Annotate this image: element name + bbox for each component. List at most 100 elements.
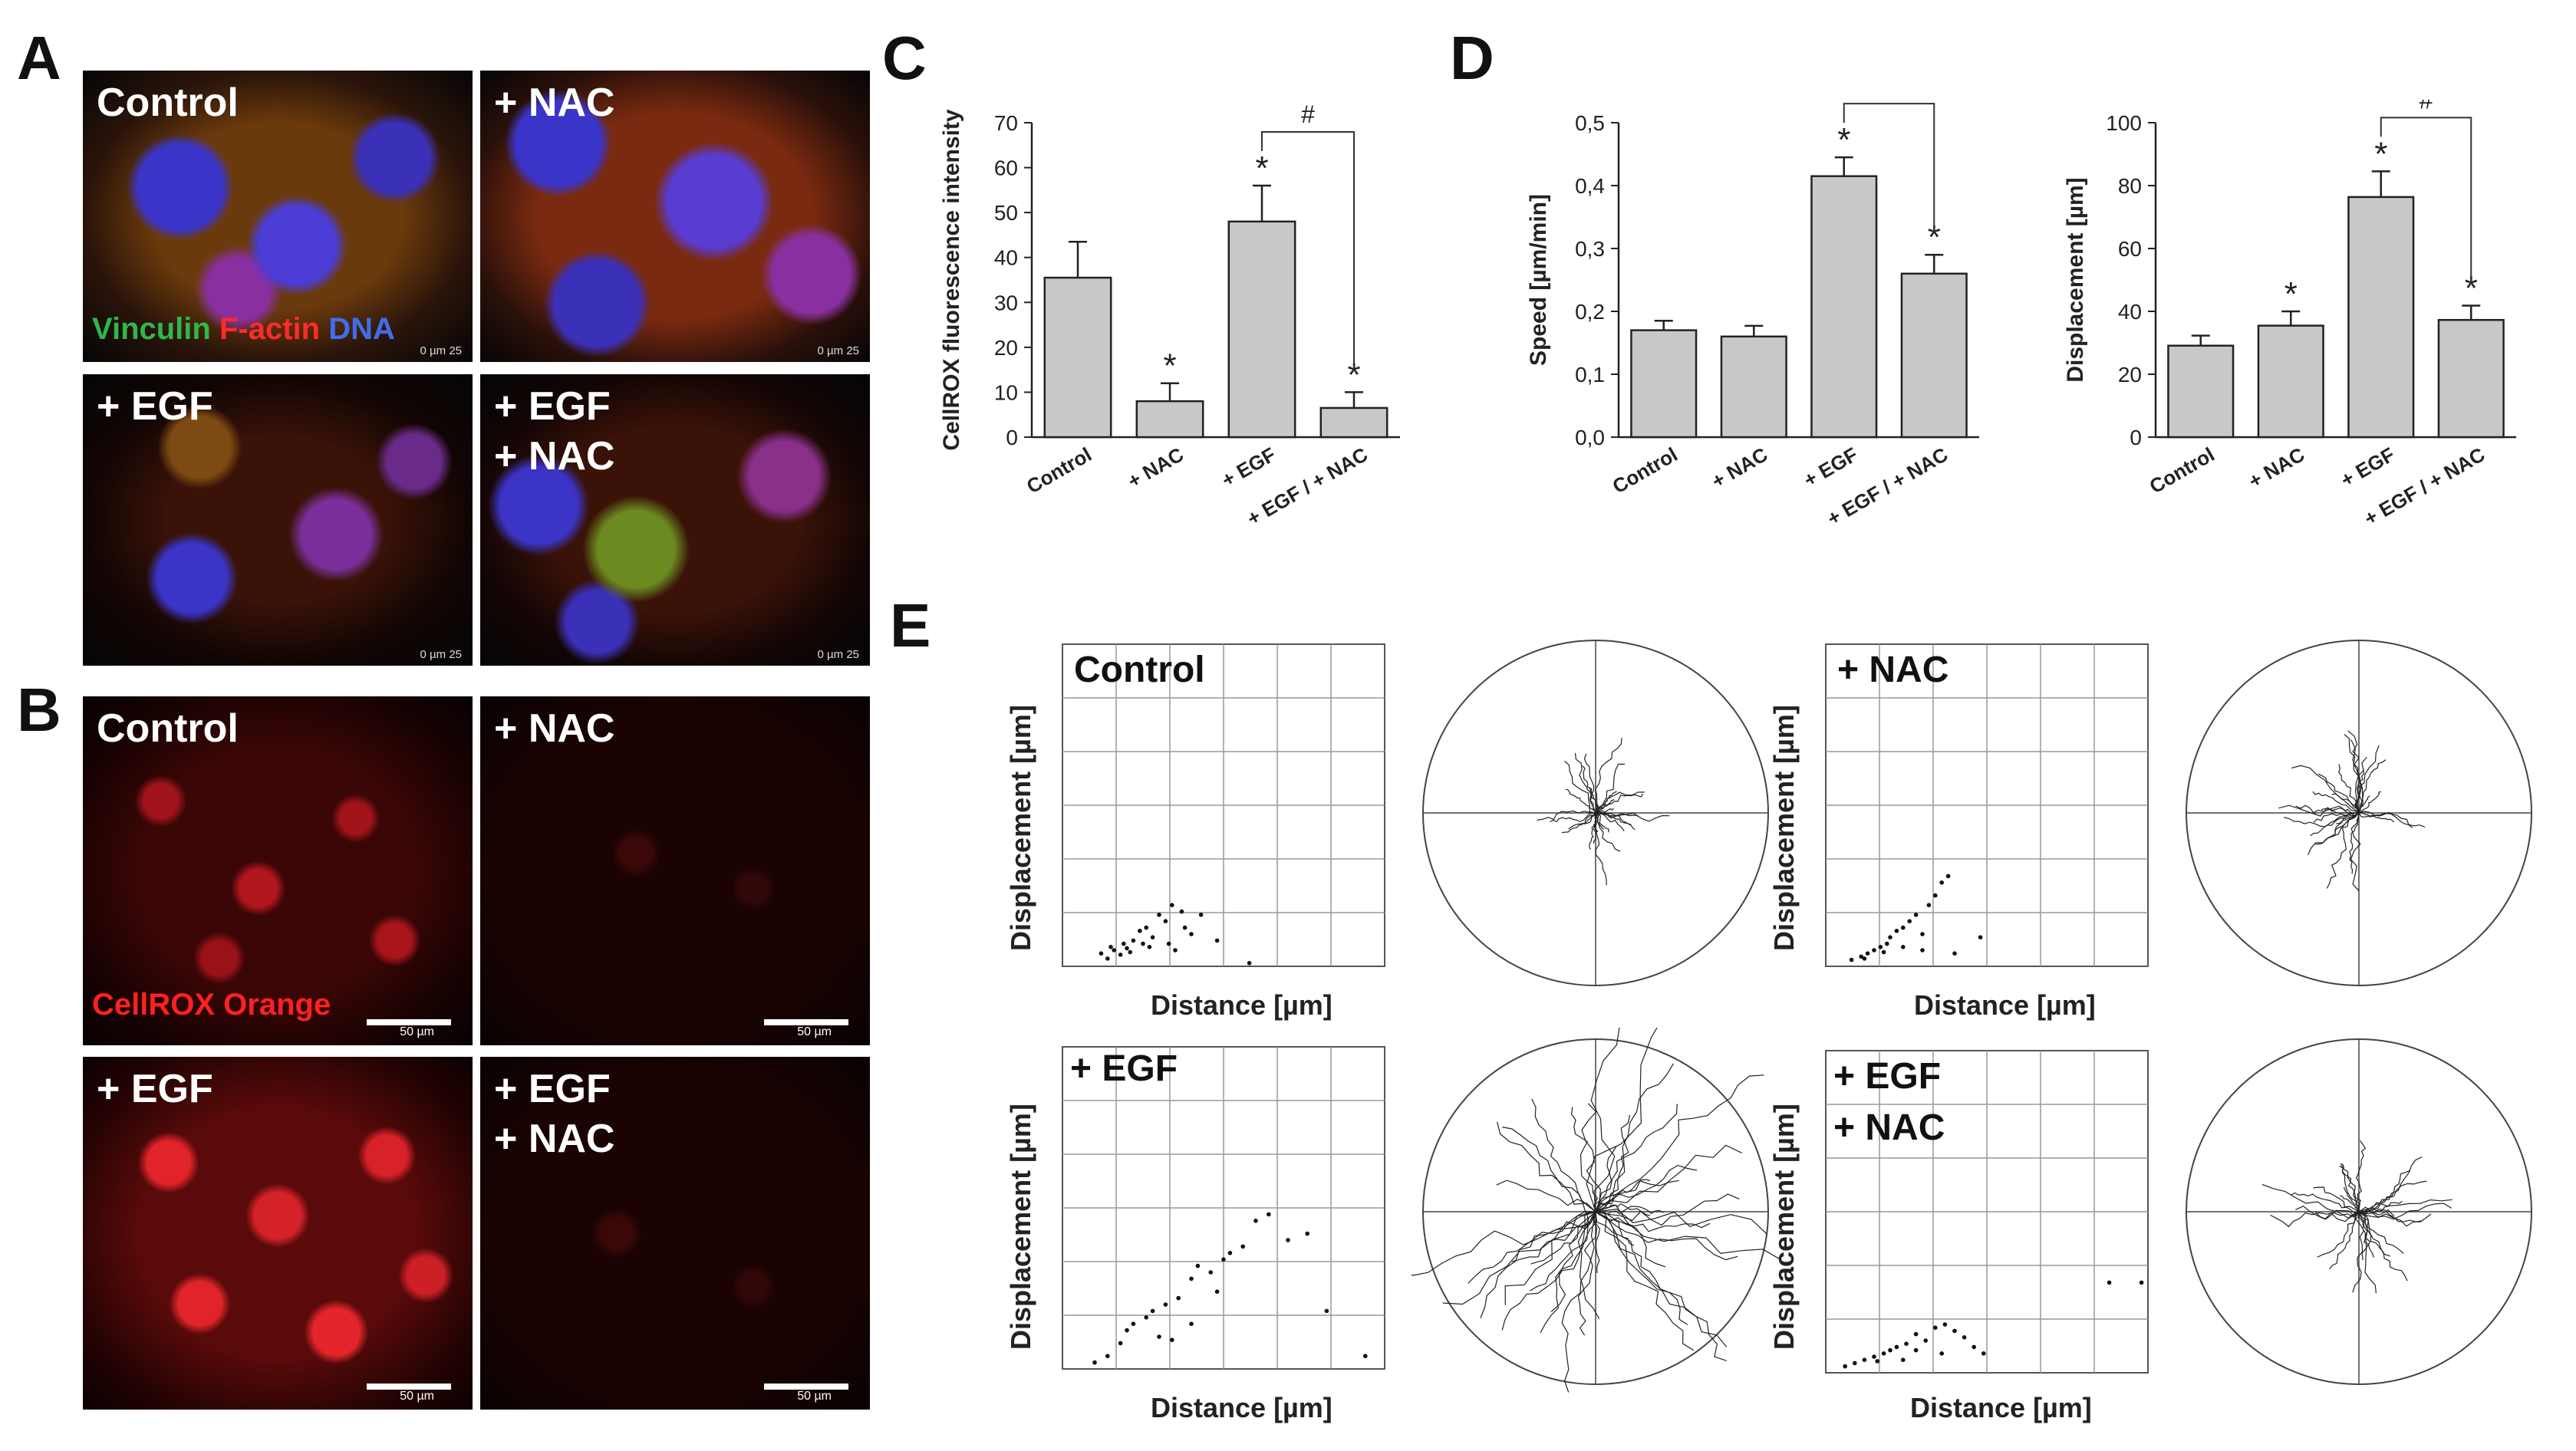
scatter-point: [1305, 1231, 1309, 1236]
scatter-point: [1214, 938, 1220, 943]
stain-cellrox: CellROX Orange: [92, 988, 331, 1022]
y-axis-label: Displacement [µm]: [2063, 177, 2088, 382]
y-tick-label: 0,2: [1575, 300, 1605, 324]
y-axis-label: CellROX fluorescence intensity: [939, 109, 964, 450]
rose-plot-nac: [2186, 640, 2532, 986]
tile-label: + EGF: [97, 1067, 213, 1111]
stain-legend: Vinculin F-actin DNA: [92, 312, 395, 347]
cell-trajectory: [2358, 1170, 2411, 1212]
cell-trajectory: [1537, 810, 1596, 821]
tile-label: Control: [97, 81, 239, 125]
scatter-point: [1198, 913, 1204, 917]
scatter-point: [1118, 953, 1123, 957]
cell-trajectory: [2358, 1211, 2390, 1257]
scatter-point: [1195, 1263, 1201, 1268]
significance-star: *: [1837, 121, 1850, 159]
cell-trajectory: [2283, 812, 2360, 827]
cell-trajectory: [1549, 812, 1596, 823]
cell-trajectory: [1595, 763, 1626, 814]
scatter-point: [1862, 956, 1867, 961]
cell-trajectory: [1593, 812, 1607, 886]
bar: [1043, 276, 1112, 439]
cell-trajectory: [2355, 770, 2365, 814]
cell-trajectory: [1550, 1211, 1596, 1312]
cell-trajectory: [2358, 812, 2395, 823]
y-tick-label: 0,5: [1575, 111, 1605, 135]
panel-letter-c: C: [882, 24, 927, 92]
scatter-point: [1105, 956, 1110, 961]
cell-trajectory: [2317, 773, 2360, 814]
cell-trajectory: [1590, 1028, 1620, 1212]
scatter-point: [1170, 1337, 1174, 1342]
y-tick-label: 20: [2118, 363, 2142, 387]
scatter-point: [1179, 909, 1184, 914]
bar: [1630, 329, 1698, 439]
y-tick-label: 0: [2130, 426, 2142, 449]
significance-star: *: [2284, 275, 2298, 313]
micrograph-a-nac: + NAC 0 µm 25: [480, 71, 870, 362]
scatter-point: [1189, 1321, 1194, 1326]
scatter-point: [1888, 1347, 1892, 1353]
e-xlabel-nac: Distance [µm]: [1914, 989, 2096, 1021]
scatter-point: [1853, 1361, 1857, 1366]
scale-label: 50 µm: [797, 1025, 832, 1038]
cell-trajectory: [1561, 812, 1596, 834]
scale-bar: [764, 1019, 848, 1025]
scatter-plot-egf: [1062, 1046, 1385, 1370]
cell-trajectory: [1595, 812, 1609, 833]
cell-trajectory: [1595, 1208, 1767, 1235]
cell-trajectory: [1412, 1211, 1596, 1276]
y-tick-label: 0,4: [1575, 174, 1605, 198]
cell-trajectory: [2339, 1165, 2360, 1212]
scatter-point: [1939, 880, 1944, 885]
cell-trajectory: [1504, 1211, 1596, 1305]
scatter-point: [1363, 1354, 1368, 1358]
scatter-point: [1913, 1347, 1919, 1353]
scatter-point: [1286, 1238, 1290, 1242]
e-plot-label-control: Control: [1074, 650, 1205, 690]
cell-trajectory: [1595, 1211, 1688, 1325]
e-ylabel-egf-nac: Displacement [µm]: [1768, 1104, 1800, 1350]
cell-trajectory: [2358, 1200, 2403, 1214]
e-xlabel-control: Distance [µm]: [1151, 989, 1332, 1021]
scatter-point: [1981, 1351, 1986, 1356]
scatter-point: [1888, 935, 1892, 939]
scatter-point: [1962, 1335, 1967, 1340]
y-tick-label: 20: [994, 336, 1018, 360]
cell-trajectory: [1511, 1211, 1596, 1262]
rose-plot-control: [1422, 640, 1769, 986]
cell-trajectory: [1595, 1211, 1635, 1246]
e-ylabel-egf: Displacement [µm]: [1005, 1104, 1036, 1350]
scatter-point: [1862, 1357, 1867, 1362]
scatter-point: [1875, 1359, 1879, 1364]
scatter-point: [1952, 1328, 1957, 1334]
stain-dna: DNA: [328, 312, 395, 346]
scatter-point: [1913, 913, 1919, 917]
cell-trajectory: [2270, 1211, 2360, 1228]
bar: [2167, 344, 2235, 439]
scatter-point: [1141, 941, 1145, 946]
scale-label: 0 µm 25: [817, 648, 860, 661]
cell-trajectory: [1595, 791, 1645, 814]
cell-trajectory: [2310, 812, 2360, 837]
category-label: + EGF: [2337, 443, 2399, 492]
cell-trajectory: [1595, 1211, 1728, 1347]
cell-trajectory: [2358, 1211, 2404, 1255]
significance-bracket: [1843, 103, 1935, 232]
significance-bracket: [2380, 117, 2472, 283]
scatter-point: [1894, 929, 1899, 933]
micrograph-b-egf: + EGF 50 µm: [83, 1057, 473, 1410]
category-label: Control: [1609, 443, 1682, 498]
cell-trajectory: [1595, 811, 1631, 826]
scatter-point: [1247, 961, 1252, 966]
bar: [2257, 324, 2324, 439]
cell-trajectory: [1583, 753, 1596, 814]
scale-label: 0 µm 25: [817, 344, 860, 357]
scatter-point: [1166, 941, 1171, 946]
cell-trajectory: [1595, 1063, 1675, 1212]
category-label: + NAC: [1124, 443, 1188, 492]
cell-trajectory: [1595, 1114, 1631, 1212]
cell-trajectory: [2314, 1209, 2360, 1220]
scatter-point: [1920, 932, 1925, 936]
scatter-point: [1099, 951, 1104, 956]
